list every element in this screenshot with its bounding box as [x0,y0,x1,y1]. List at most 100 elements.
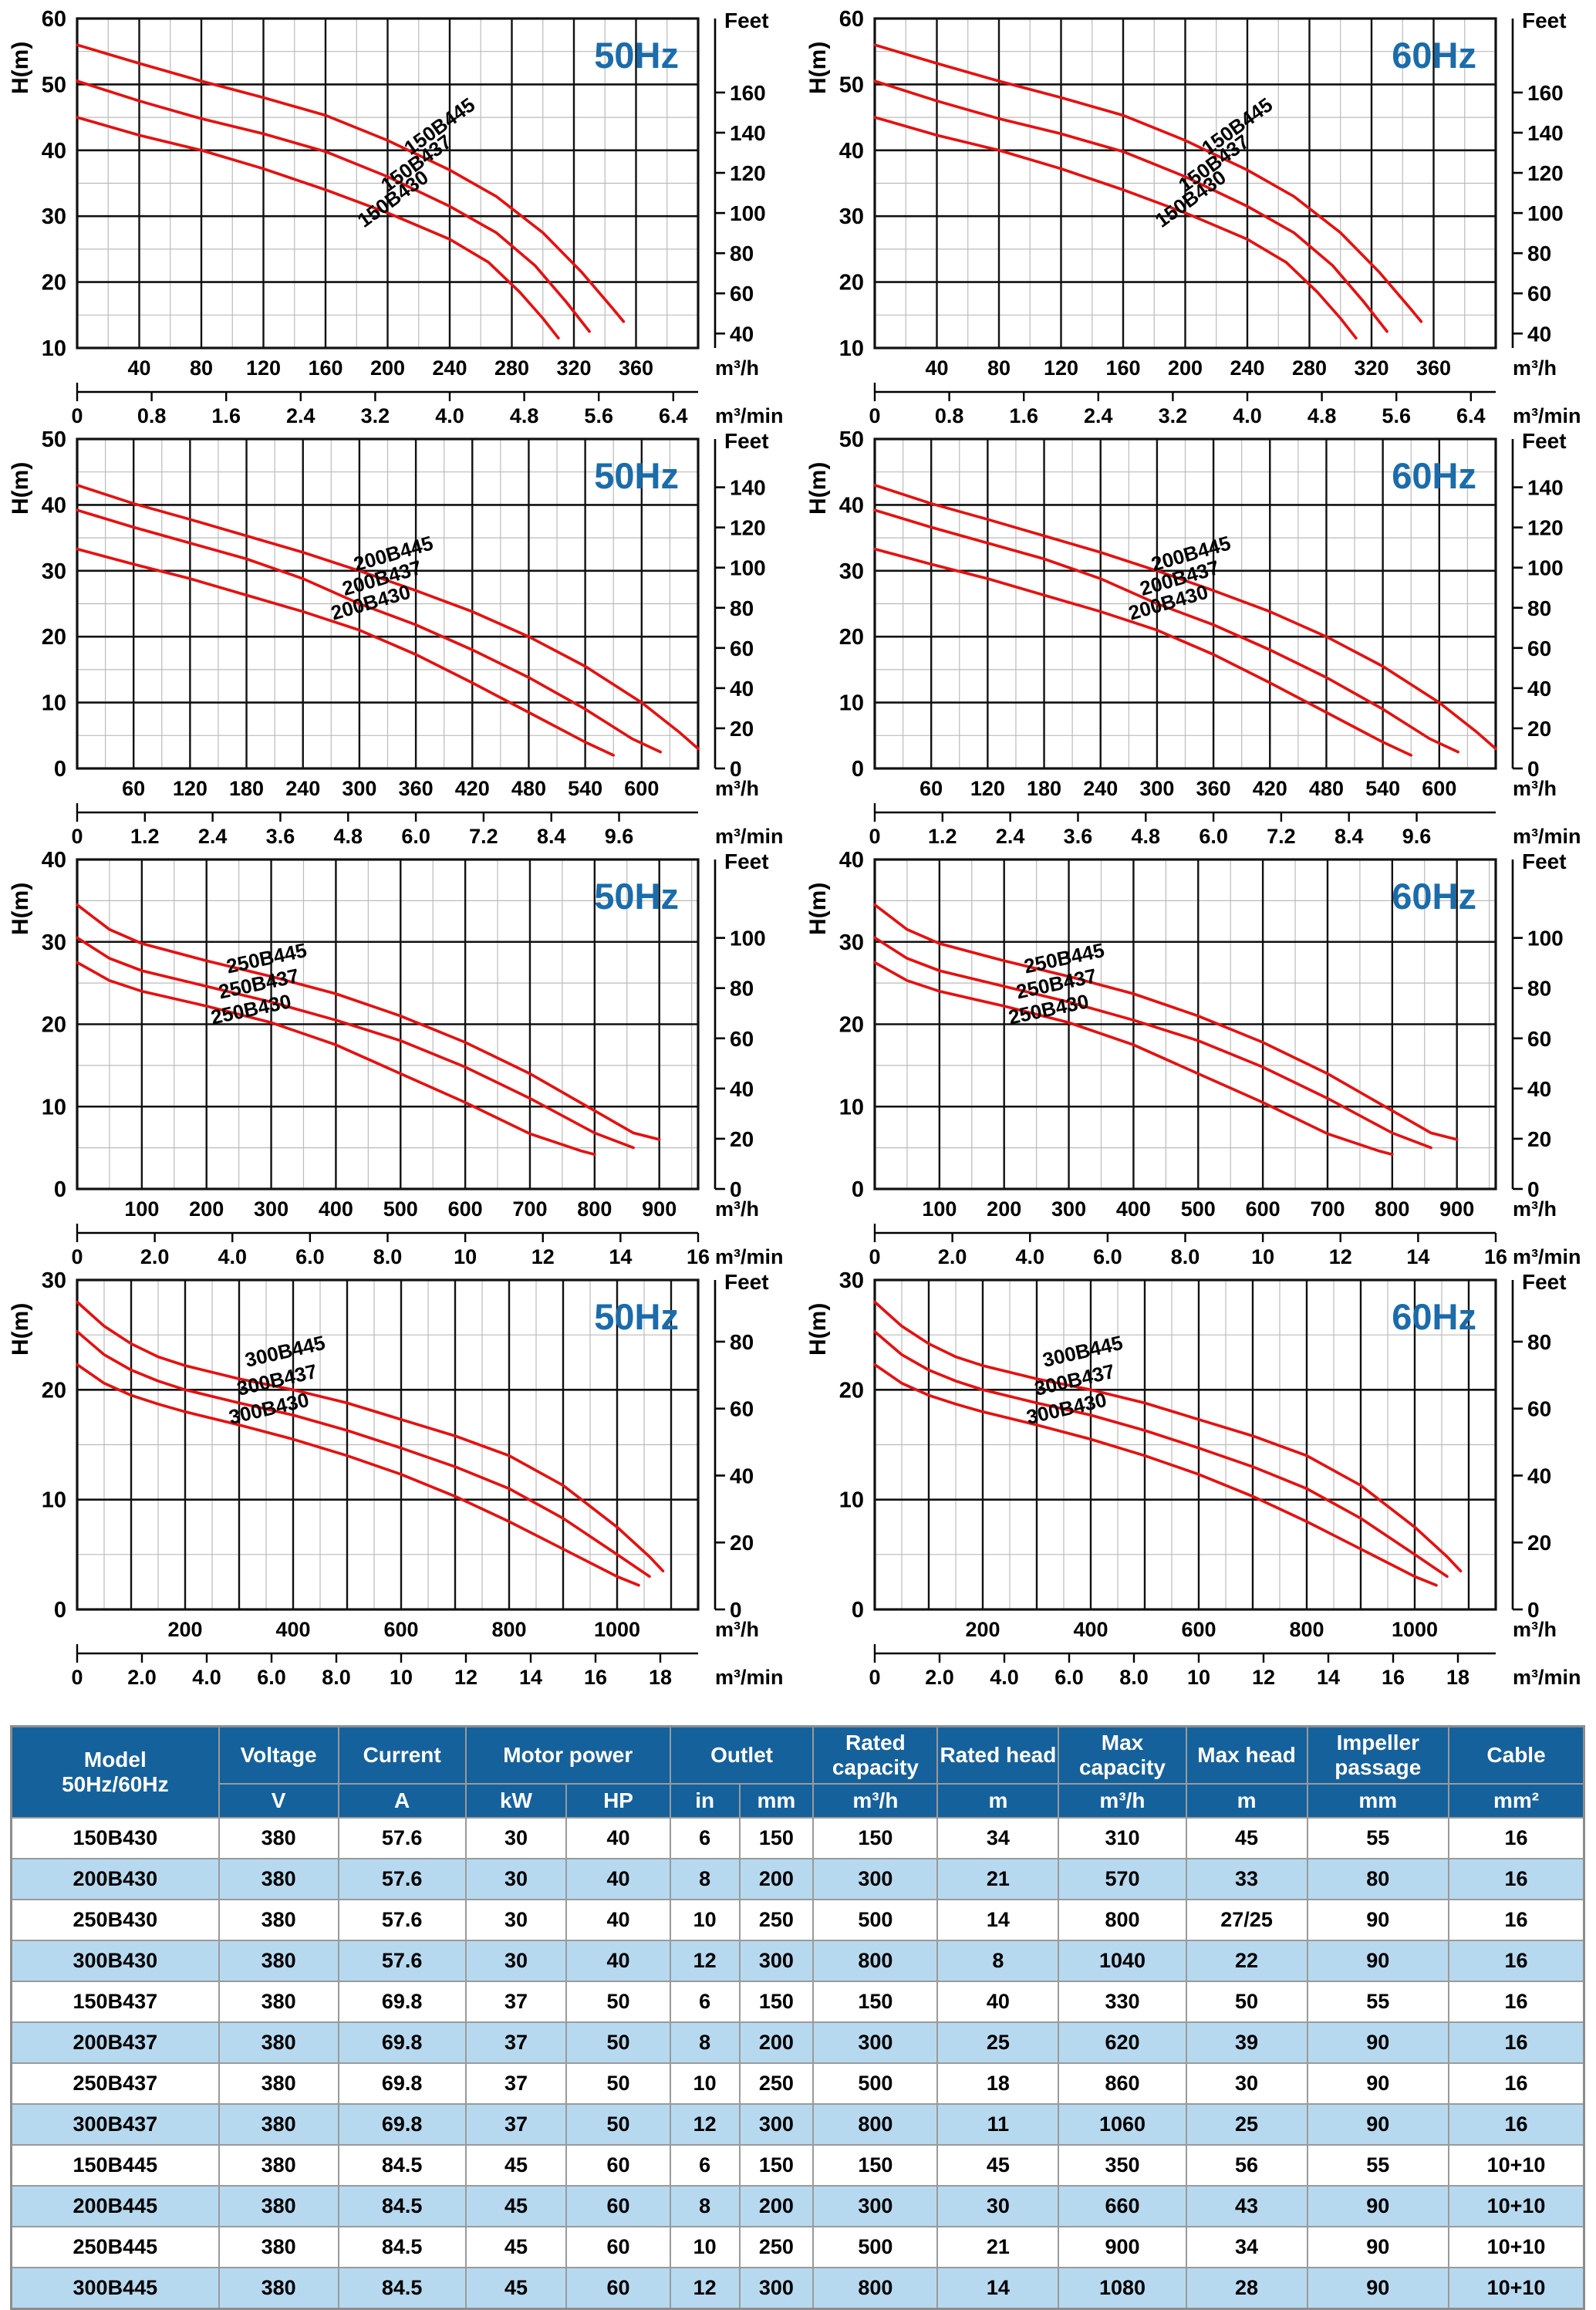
feet-tick-label: 100 [730,927,766,951]
cell-value: 620 [1058,2021,1187,2064]
y-tick-label: 10 [42,1488,66,1513]
table-row: 200B437 380 69.8 37 50 8 200 300 25 620 39 90 16 [10,2021,1585,2064]
y-axis-label: H(m) [8,1303,33,1356]
x-tick-label: 420 [455,777,490,800]
y-tick-label: 0 [852,1177,864,1202]
min-tick-label: 4.8 [510,404,539,424]
table-row: 150B437 380 69.8 37 50 6 150 150 40 330 50 55 16 [10,1981,1585,2023]
cell-value: 380 [218,2185,339,2227]
cell-value: 10 [669,2226,741,2268]
curve-150B437 [76,79,591,333]
x-tick-label: 120 [246,356,281,380]
cell-value: 69.8 [337,2021,467,2064]
cell-value: 55 [1306,1981,1450,2023]
cell-value: 300 [738,2103,815,2146]
feet-tick-label: 40 [1527,1464,1551,1488]
cell-value: 1060 [1058,2103,1187,2146]
feet-tick-label: 80 [1527,596,1551,620]
feet-tick-label: 80 [1527,977,1551,1001]
feet-axis-label: Feet [724,849,769,873]
cell-value: 30 [1185,2062,1308,2105]
curve-300B437 [873,1330,1449,1579]
feet-tick-label: 80 [1527,241,1551,265]
x-tick-label: 80 [190,356,213,380]
table-row: 250B437 380 69.8 37 50 10 250 500 18 860 30 90 16 [10,2062,1585,2105]
table-row: 250B445 380 84.5 45 60 10 250 500 21 900 34 90 10+10 [10,2226,1585,2268]
y-tick-label: 50 [42,73,66,97]
cell-value: 16 [1448,1817,1585,1859]
cell-model: 200B430 [10,1858,220,1900]
y-tick-label: 40 [42,493,66,518]
cell-value: 40 [565,1858,671,1900]
x-tick-label: 360 [399,777,434,800]
min-tick-label: 9.6 [605,825,634,844]
cell-value: 90 [1306,2226,1450,2268]
cell-value: 150 [738,2144,815,2187]
feet-tick-label: 0 [730,1177,742,1201]
x-tick-label: 400 [319,1197,353,1221]
min-tick-label: 12 [454,1666,477,1685]
feet-tick-label: 0 [1527,1177,1540,1201]
cell-value: 800 [812,1940,939,1982]
min-tick-label: 6.0 [1199,825,1228,844]
x-unit-min: m³/min [715,825,784,844]
x-tick-label: 200 [189,1197,224,1221]
cell-value: 69.8 [337,2103,467,2146]
x-tick-label: 160 [308,356,342,380]
x-tick-label: 180 [1027,777,1061,800]
curve-200B445 [873,484,1497,751]
feet-tick-label: 120 [1527,516,1564,540]
header-impeller-passage: Impeller passage [1306,1725,1450,1785]
curve-300B437 [76,1330,651,1579]
x-unit-min: m³/min [715,1245,784,1265]
cell-value: 50 [565,2062,671,2105]
x-tick-label: 600 [448,1197,483,1221]
min-tick-label: 2.4 [1084,404,1113,424]
table-row: 300B445 380 84.5 45 60 12 300 800 14 1080 28 90 10+1… [10,2267,1585,2310]
x-tick-label: 300 [342,777,376,800]
cell-value: 55 [1306,1817,1450,1859]
curve-250B437 [76,936,635,1150]
min-tick-label: 0 [71,1666,83,1685]
x-tick-label: 400 [1073,1618,1108,1641]
min-tick-label: 6.0 [1054,1666,1084,1685]
table-row: 200B445 380 84.5 45 60 8 200 300 30 660 43 90 10+10 [10,2185,1585,2227]
cell-value: 1040 [1058,1940,1187,1982]
y-tick-label: 10 [839,1488,864,1513]
curve-300B445 [873,1300,1463,1572]
table-row: 150B430 380 57.6 30 40 6 150 150 34 310 45 55 16 [10,1817,1585,1859]
chart-200B-50Hz: 200B445 200B437 200B430 0 10 20 30 40 50 H(m) 60 12… [0,424,798,848]
chart-150B-50Hz: 150B445 150B437 150B430 10 20 30 40 50 60 H(m) 40 8… [0,3,798,427]
feet-tick-label: 0 [1527,757,1540,781]
min-tick-label: 14 [609,1245,632,1265]
y-axis-label: H(m) [805,883,831,935]
x-tick-label: 400 [275,1618,310,1641]
curve-250B445 [76,903,661,1141]
feet-tick-label: 40 [730,1464,754,1488]
min-tick-label: 8.4 [537,825,566,844]
cell-value: 45 [464,2226,568,2268]
y-tick-label: 10 [42,336,66,361]
curve-200B437 [873,508,1459,754]
min-tick-label: 14 [1406,1245,1429,1265]
min-tick-label: 4.8 [1131,825,1160,844]
cell-value: 380 [218,1981,339,2023]
cell-value: 30 [936,2185,1060,2227]
cell-value: 380 [218,1858,339,1900]
y-tick-label: 10 [839,1095,864,1120]
cell-model: 200B445 [10,2185,220,2227]
unit-rated-capacity: m³/h [812,1783,939,1819]
min-tick-label: 1.6 [211,404,241,424]
min-tick-label: 6.0 [257,1666,286,1685]
y-tick-label: 20 [839,1013,864,1038]
min-tick-label: 10 [1251,1245,1274,1265]
feet-tick-label: 120 [1527,161,1564,185]
x-tick-label: 900 [642,1197,677,1221]
y-tick-label: 60 [839,7,864,32]
x-tick-label: 320 [1354,356,1388,380]
y-tick-label: 20 [42,1013,66,1038]
min-tick-label: 0.8 [935,404,964,424]
header-rated-head: Rated head [936,1725,1060,1785]
y-tick-label: 0 [54,1177,66,1202]
feet-axis-label: Feet [1522,429,1567,453]
